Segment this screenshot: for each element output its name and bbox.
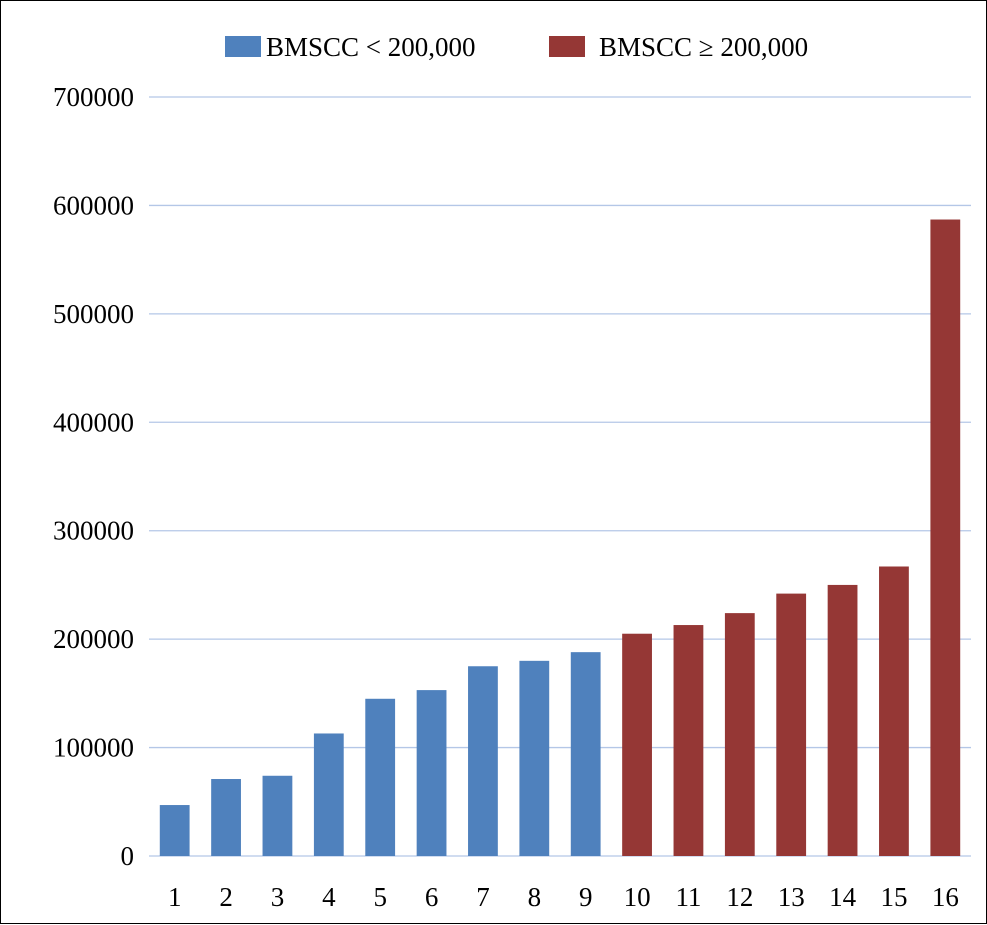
bar-8 bbox=[519, 660, 550, 856]
gridlines bbox=[149, 96, 971, 857]
bar-10 bbox=[622, 633, 652, 856]
x-tick-label: 11 bbox=[675, 882, 701, 912]
x-tick-label: 13 bbox=[778, 882, 805, 912]
y-axis-ticks: 0 100000 200000 300000 400000 500000 600000 700… bbox=[53, 82, 134, 871]
y-tick-label: 100000 bbox=[53, 733, 134, 763]
bar-7 bbox=[468, 666, 498, 856]
bar-14 bbox=[827, 584, 858, 856]
bar-15 bbox=[879, 566, 909, 856]
x-tick-label: 2 bbox=[219, 882, 233, 912]
bars bbox=[159, 219, 961, 856]
legend-label: BMSCC ≥ 200,000 bbox=[599, 32, 808, 62]
bar-16 bbox=[930, 219, 961, 856]
x-axis-ticks: 1 2 3 4 5 6 7 8 9 10 11 12 13 14 15 16 bbox=[168, 882, 959, 912]
bar-3 bbox=[262, 775, 293, 856]
x-tick-label: 7 bbox=[476, 882, 490, 912]
legend-swatch bbox=[549, 36, 585, 57]
bar-6 bbox=[416, 690, 447, 856]
x-tick-label: 10 bbox=[624, 882, 651, 912]
bar-2 bbox=[211, 779, 241, 856]
y-tick-label: 600000 bbox=[53, 190, 134, 220]
x-tick-label: 4 bbox=[322, 882, 336, 912]
x-tick-label: 5 bbox=[373, 882, 387, 912]
legend-swatch bbox=[225, 36, 261, 57]
legend-label: BMSCC < 200,000 bbox=[266, 32, 476, 62]
bar-4 bbox=[313, 733, 344, 856]
x-tick-label: 9 bbox=[579, 882, 593, 912]
y-tick-label: 0 bbox=[121, 841, 135, 871]
x-tick-label: 1 bbox=[168, 882, 182, 912]
y-tick-label: 500000 bbox=[53, 299, 134, 329]
y-tick-label: 200000 bbox=[53, 624, 134, 654]
bar-5 bbox=[365, 698, 396, 856]
x-tick-label: 14 bbox=[829, 882, 857, 912]
y-tick-label: 300000 bbox=[53, 516, 134, 546]
x-tick-label: 6 bbox=[425, 882, 439, 912]
y-tick-label: 400000 bbox=[53, 407, 134, 437]
x-tick-label: 16 bbox=[932, 882, 959, 912]
x-tick-label: 12 bbox=[726, 882, 753, 912]
bar-13 bbox=[776, 593, 807, 856]
y-tick-label: 700000 bbox=[53, 82, 134, 112]
x-tick-label: 15 bbox=[880, 882, 907, 912]
x-tick-label: 3 bbox=[271, 882, 285, 912]
bar-1 bbox=[159, 805, 190, 856]
bar-11 bbox=[673, 625, 704, 856]
legend: BMSCC < 200,000 BMSCC ≥ 200,000 bbox=[225, 32, 808, 62]
bar-12 bbox=[724, 613, 755, 856]
x-tick-label: 8 bbox=[528, 882, 542, 912]
bar-9 bbox=[570, 652, 601, 856]
